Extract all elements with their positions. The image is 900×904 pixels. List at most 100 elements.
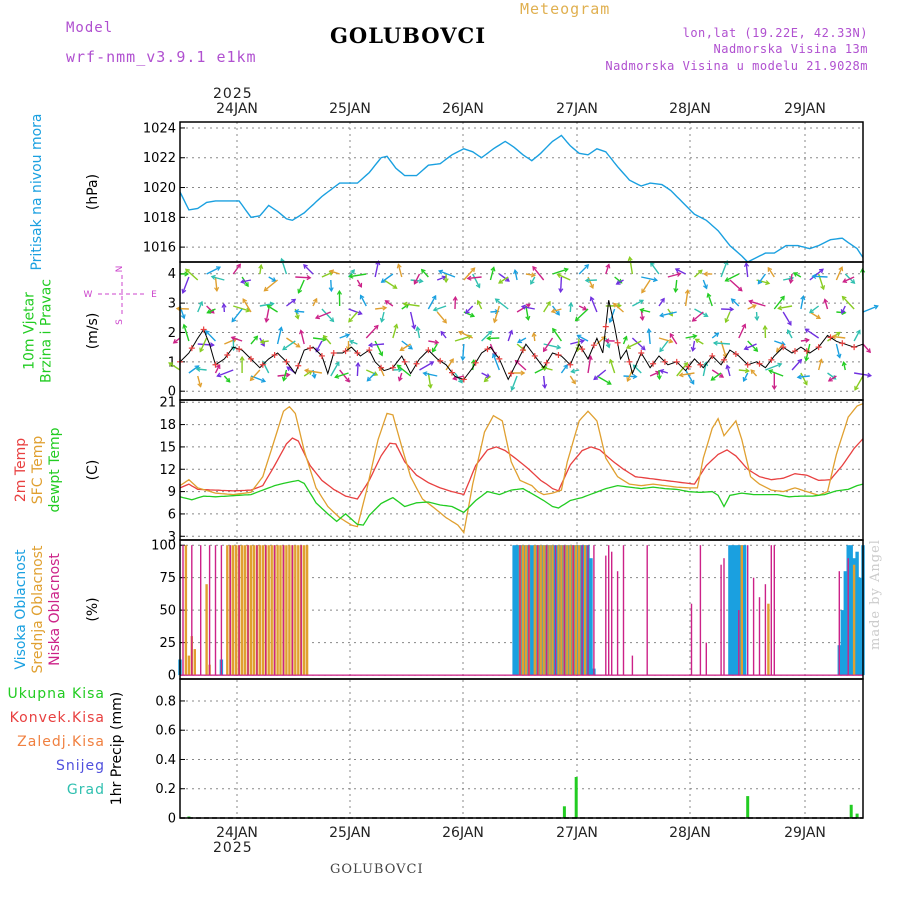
cloud-bar xyxy=(858,578,861,675)
cloud-bar xyxy=(306,545,308,675)
clouds-tick-label: 100 xyxy=(151,539,176,554)
precip-legend-label: Zaledj.Kisa xyxy=(17,734,105,750)
cloud-bar xyxy=(611,552,612,675)
cloud-bar xyxy=(548,545,550,675)
model-name: wrf-nmm_v3.9.1 e1km xyxy=(66,48,257,66)
cloud-bar xyxy=(741,545,743,675)
wind-speed-marker xyxy=(839,340,845,346)
wind-speed-marker xyxy=(272,352,278,358)
precip-bar xyxy=(746,796,749,818)
wind-side-label: 10m Vjetar xyxy=(22,292,38,370)
wind-barb xyxy=(384,280,397,288)
wind-barb xyxy=(660,341,668,351)
clouds-side-label: Niska Oblacnost xyxy=(47,553,63,666)
cloud-bar xyxy=(276,545,278,675)
precip-tick-label: 0.8 xyxy=(155,694,176,709)
cloud-bar xyxy=(294,545,296,675)
pressure-ylabel: (hPa) xyxy=(85,174,101,210)
wind-barb xyxy=(694,309,707,316)
clouds-side-label: Srednja Oblacnost xyxy=(30,545,46,673)
precip-legend-label: Grad xyxy=(67,782,105,798)
wind-barb xyxy=(428,296,435,309)
cloud-bar xyxy=(268,545,270,675)
cloud-bar xyxy=(230,545,231,675)
footer-station: GOLUBOVCI xyxy=(330,862,424,877)
cloud-bar xyxy=(647,545,648,675)
compass-n: N xyxy=(115,266,125,273)
model-label: Model xyxy=(66,20,113,36)
cloud-bar xyxy=(259,545,261,675)
wind-speed-marker xyxy=(484,346,490,352)
cloud-bar xyxy=(632,656,633,676)
cloud-bar xyxy=(747,545,748,675)
wind-barb xyxy=(783,312,791,325)
wind-speed-marker xyxy=(626,359,632,365)
pressure-tick-label: 1020 xyxy=(143,181,176,196)
date-label-bottom: 24JAN xyxy=(216,825,258,841)
wind-speed-marker xyxy=(307,345,313,351)
lonlat-label: lon,lat (19.22E, 42.33N) xyxy=(683,26,868,40)
cloud-bar xyxy=(575,545,577,675)
cloud-bar xyxy=(244,545,246,675)
cloud-bar xyxy=(691,604,692,675)
cloud-bar xyxy=(546,545,547,675)
cloud-bar xyxy=(297,545,299,675)
wind-barb xyxy=(693,312,704,321)
temperature-tick-label: 6 xyxy=(168,507,176,522)
wind-barb xyxy=(283,341,295,350)
wind-barb xyxy=(805,329,818,338)
cloud-bar xyxy=(262,545,264,675)
wind-ylabel: (m/s) xyxy=(85,313,101,350)
cloud-bar xyxy=(723,558,724,675)
wind-barb xyxy=(295,277,310,278)
cloud-bar xyxy=(303,545,305,675)
wind-speed-marker xyxy=(366,347,372,353)
cloud-bar xyxy=(515,545,518,675)
wind-barb xyxy=(375,341,382,355)
cloud-bar xyxy=(292,545,293,675)
wind-barb xyxy=(198,344,214,345)
wind-barb xyxy=(304,265,313,274)
cloud-bar xyxy=(265,545,266,675)
pressure-line xyxy=(180,135,863,262)
wind-speed-marker xyxy=(331,350,337,356)
temperature-tick-label: 18 xyxy=(159,418,176,433)
wind-speed-marker xyxy=(827,334,833,340)
wind-speed-marker xyxy=(792,348,798,354)
date-label-top: 29JAN xyxy=(784,101,826,117)
cloud-bar xyxy=(525,545,527,675)
cloud-bar xyxy=(519,545,520,675)
cloud-bar xyxy=(215,545,216,675)
wind-speed-marker xyxy=(555,352,561,358)
cloud-bar xyxy=(279,545,281,675)
cloud-bar xyxy=(587,545,588,675)
cloud-bar xyxy=(285,545,287,675)
cloud-bar xyxy=(848,558,849,675)
date-label-top: 26JAN xyxy=(442,101,484,117)
cloud-bar xyxy=(194,649,196,675)
cloud-bar xyxy=(534,545,536,675)
temperature-tick-label: 12 xyxy=(159,463,176,478)
clouds-tick-label: 0 xyxy=(168,669,176,684)
wind-barb xyxy=(349,312,358,322)
wind-tick-label: 3 xyxy=(168,297,176,312)
wind-barbs xyxy=(169,257,878,390)
cloud-bar xyxy=(738,610,739,675)
cloud-bar xyxy=(765,584,766,675)
cloud-bar xyxy=(589,558,592,675)
wind-barb xyxy=(597,376,611,384)
date-label-bottom: 29JAN xyxy=(784,825,826,841)
pressure-tick-label: 1016 xyxy=(143,241,176,256)
credit-label: made by Angel xyxy=(868,539,883,650)
cloud-bar xyxy=(841,610,844,675)
cloud-bar xyxy=(522,545,524,675)
wind-tick-label: 4 xyxy=(168,267,176,282)
wind-speed-marker xyxy=(851,344,857,350)
wind-speed-marker xyxy=(638,350,644,356)
temperature-tick-label: 21 xyxy=(159,396,176,411)
precip-tick-label: 0 xyxy=(168,812,176,827)
cloud-bar xyxy=(623,545,624,675)
compass-w: W xyxy=(84,290,93,300)
cloud-bar xyxy=(209,545,210,675)
